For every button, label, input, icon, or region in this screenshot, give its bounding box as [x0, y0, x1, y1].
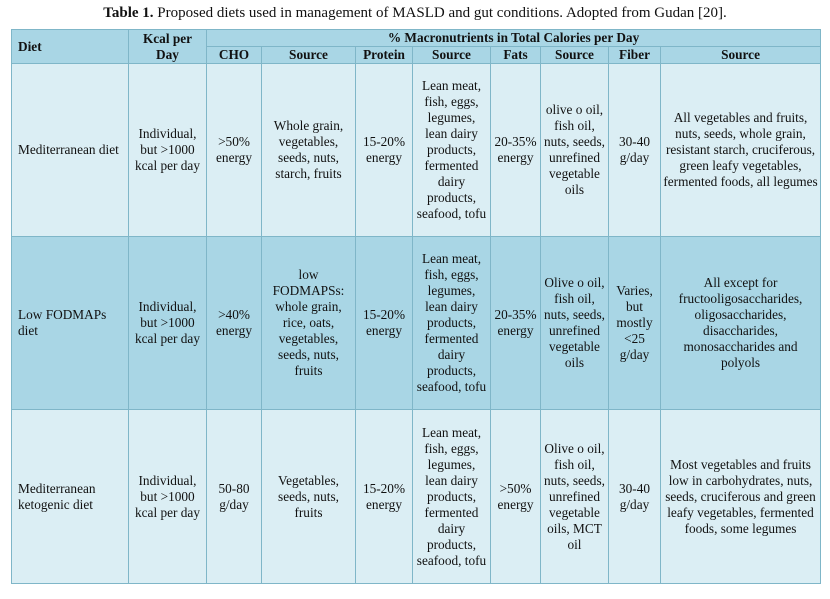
- cell-fiber: 30-40 g/day: [608, 409, 661, 584]
- table-caption: Table 1. Proposed diets used in manageme…: [0, 4, 830, 22]
- cell-protein: 15-20% energy: [355, 236, 413, 410]
- header-protein: Protein: [355, 46, 413, 64]
- header-fats-source: Source: [540, 46, 609, 64]
- table-row: Mediterranean ketogenic diet Individual,…: [11, 409, 822, 584]
- table-caption-label: Table 1.: [103, 5, 154, 21]
- header-fiber-source: Source: [659, 46, 822, 64]
- cell-fiber-source: Most vegetables and fruits low in carboh…: [659, 409, 822, 584]
- cell-cho: 50-80 g/day: [206, 409, 262, 584]
- cell-protein: 15-20% energy: [355, 409, 413, 584]
- cell-fiber: Varies, but mostly <25 g/day: [608, 236, 661, 410]
- header-cho-source: Source: [261, 46, 356, 64]
- cell-fiber-source: All except for fructooligosaccharides, o…: [659, 236, 822, 410]
- header-diet: Diet: [11, 29, 129, 64]
- cell-protein: 15-20% energy: [355, 63, 413, 237]
- cell-fiber-source: All vegetables and fruits, nuts, seeds, …: [659, 63, 822, 237]
- cell-cho-source: low FODMAPSs: whole grain, rice, oats, v…: [261, 236, 356, 410]
- cell-fats-source: olive o oil, fish oil, nuts, seeds, unre…: [540, 63, 609, 237]
- cell-fiber: 30-40 g/day: [608, 63, 661, 237]
- cell-fats: 20-35% energy: [490, 63, 541, 237]
- header-kcal: Kcal per Day: [128, 29, 207, 64]
- header-protein-source: Source: [412, 46, 491, 64]
- table-caption-text: Proposed diets used in management of MAS…: [153, 5, 727, 21]
- cell-kcal: Individual, but >1000 kcal per day: [128, 409, 207, 584]
- diets-table: Diet Kcal per Day % Macronutrients in To…: [11, 29, 822, 584]
- cell-cho-source: Whole grain, vegetables, seeds, nuts, st…: [261, 63, 356, 237]
- cell-fats-source: Olive o oil, fish oil, nuts, seeds, unre…: [540, 409, 609, 584]
- header-fats: Fats: [490, 46, 541, 64]
- cell-diet: Mediterranean diet: [11, 63, 129, 237]
- cell-fats: >50% energy: [490, 409, 541, 584]
- cell-cho-source: Vegetables, seeds, nuts, fruits: [261, 409, 356, 584]
- cell-fats: 20-35% energy: [490, 236, 541, 410]
- cell-protein-source: Lean meat, fish, eggs, legumes, lean dai…: [412, 236, 491, 410]
- header-macros: % Macronutrients in Total Calories per D…: [205, 29, 822, 47]
- cell-cho: >50% energy: [206, 63, 262, 237]
- header-cho: CHO: [206, 46, 262, 64]
- cell-diet: Mediterranean ketogenic diet: [11, 409, 129, 584]
- header-fiber: Fiber: [608, 46, 661, 64]
- cell-kcal: Individual, but >1000 kcal per day: [128, 63, 207, 237]
- table-row: Low FODMAPs diet Individual, but >1000 k…: [11, 236, 822, 410]
- cell-kcal: Individual, but >1000 kcal per day: [128, 236, 207, 410]
- cell-diet: Low FODMAPs diet: [11, 236, 129, 410]
- table-row: Mediterranean diet Individual, but >1000…: [11, 63, 822, 237]
- cell-protein-source: Lean meat, fish, eggs, legumes, lean dai…: [412, 409, 491, 584]
- cell-cho: >40% energy: [206, 236, 262, 410]
- cell-fats-source: Olive o oil, fish oil, nuts, seeds, unre…: [540, 236, 609, 410]
- cell-protein-source: Lean meat, fish, eggs, legumes, lean dai…: [412, 63, 491, 237]
